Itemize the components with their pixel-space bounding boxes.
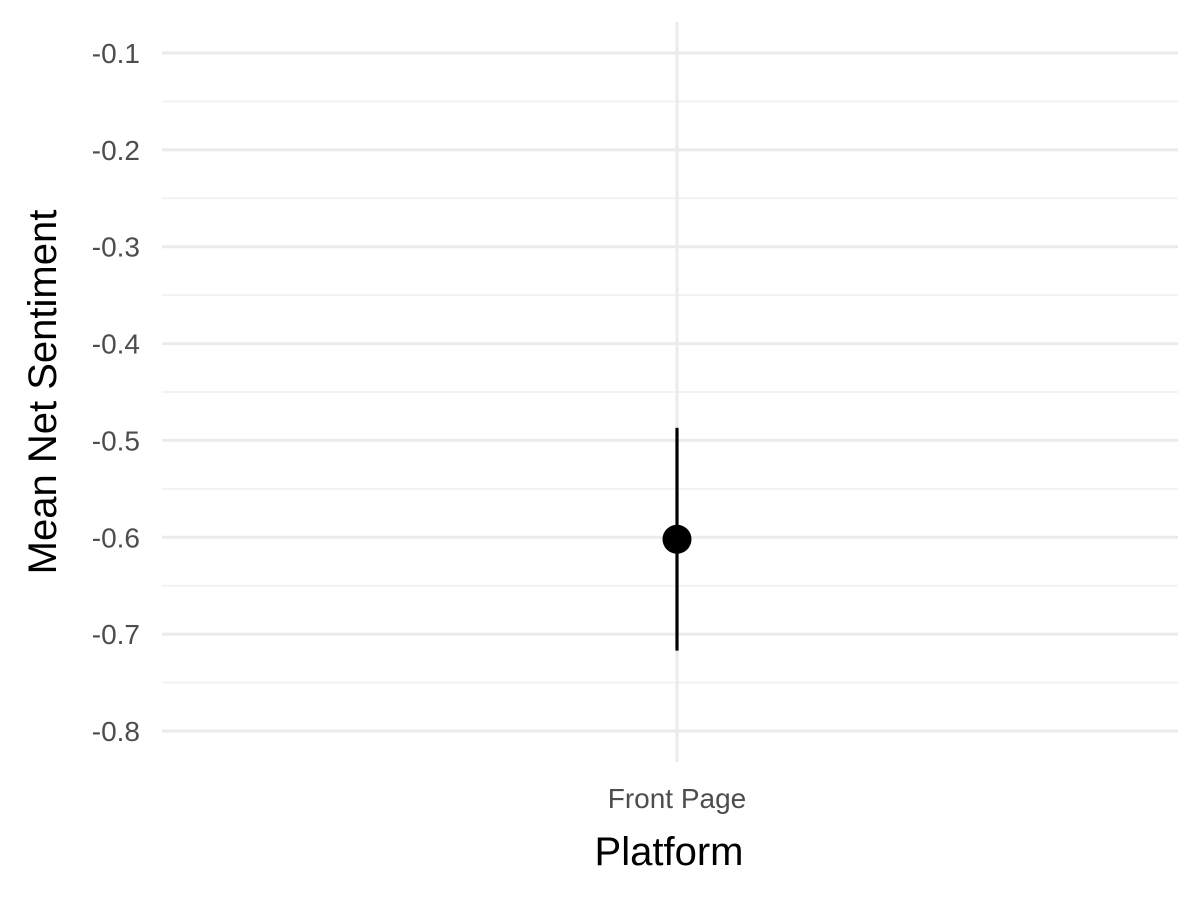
data-point xyxy=(662,524,692,554)
y-tick-labels: -0.1 -0.2 -0.3 -0.4 -0.5 -0.6 -0.7 -0.8 xyxy=(92,38,140,747)
y-tick-label: -0.4 xyxy=(92,329,140,360)
x-tick-labels: Front Page xyxy=(608,783,747,814)
y-tick-label: -0.5 xyxy=(92,425,140,456)
y-tick-label: -0.7 xyxy=(92,619,140,650)
y-tick-label: -0.2 xyxy=(92,135,140,166)
x-tick-label: Front Page xyxy=(608,783,747,814)
y-tick-label: -0.6 xyxy=(92,522,140,553)
y-tick-label: -0.8 xyxy=(92,716,140,747)
y-axis-title: Mean Net Sentiment xyxy=(21,210,65,575)
x-axis-title: Platform xyxy=(595,830,744,874)
data-marks xyxy=(662,427,692,651)
y-tick-label: -0.3 xyxy=(92,232,140,263)
y-tick-label: -0.1 xyxy=(92,38,140,69)
